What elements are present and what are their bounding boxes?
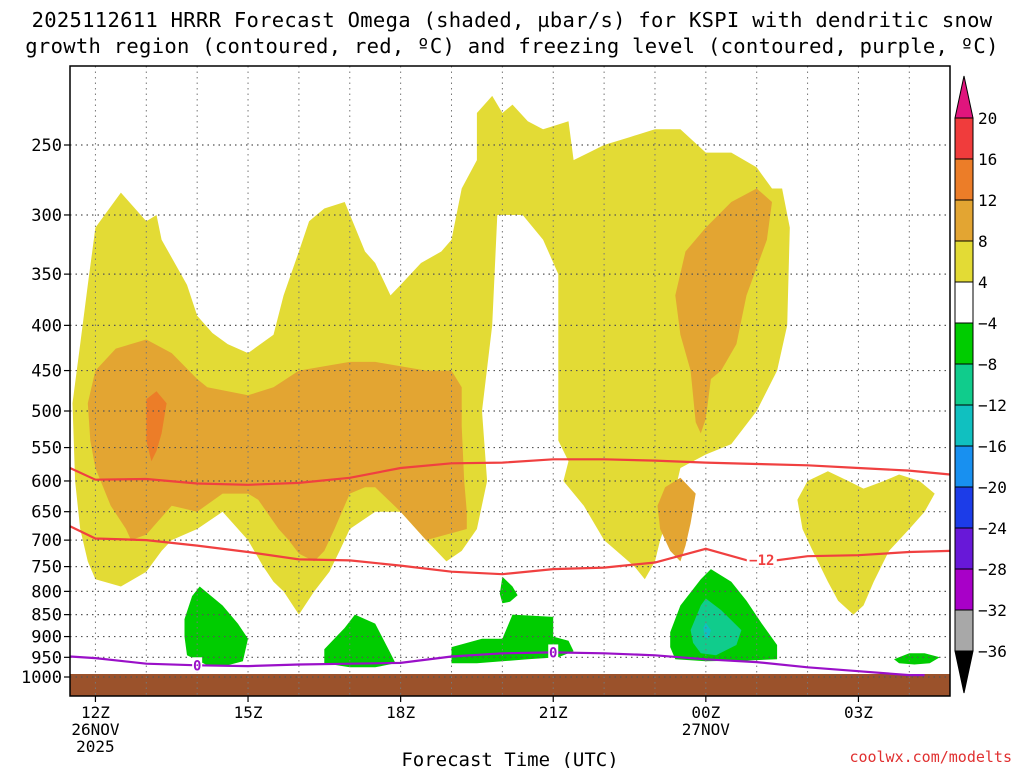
colorbar-swatch-6 <box>954 322 974 365</box>
y-tick-label-800: 800 <box>31 582 62 602</box>
freezing-contour-label-1: 0 <box>193 658 201 674</box>
x-tick-label: 03Z <box>844 703 873 722</box>
freezing-contour-label-2-bg <box>548 644 559 660</box>
y-tick-label-550: 550 <box>31 439 62 459</box>
colorbar-label: −4 <box>978 314 997 333</box>
colorbar-swatch-11 <box>954 527 974 570</box>
contour-layer: −12 0 0 <box>69 458 951 677</box>
colorbar-label: 8 <box>978 232 988 251</box>
y-tick-label-850: 850 <box>31 606 62 626</box>
colorbar-swatch-8 <box>954 404 974 447</box>
y-axis: 2503003504004505005506006507007508008509… <box>21 136 70 688</box>
colorbar-label: −32 <box>978 601 1007 620</box>
omega-shading-layer <box>72 95 940 668</box>
y-tick-label-350: 350 <box>31 265 62 285</box>
y-tick-label-700: 700 <box>31 531 62 551</box>
omega-region-3 <box>87 339 467 562</box>
omega-region-8 <box>324 614 396 668</box>
colorbar-label: −16 <box>978 437 1007 456</box>
colorbar-swatch-12 <box>954 568 974 611</box>
y-tick-label-900: 900 <box>31 628 62 648</box>
dgz-contour-label-bg <box>746 551 777 567</box>
x-tick-label: 18Z <box>386 703 415 722</box>
colorbar-swatch-7 <box>954 363 974 406</box>
omega-region-4 <box>675 188 772 434</box>
colorbar-swatch-5 <box>954 281 974 324</box>
omega-region-6 <box>146 391 167 462</box>
x-axis-title: Forecast Time (UTC) <box>401 749 618 768</box>
omega-region-13 <box>690 598 742 656</box>
y-tick-label-600: 600 <box>31 472 62 492</box>
colorbar-bottom-arrow <box>954 650 974 694</box>
colorbar-label: −28 <box>978 560 1007 579</box>
colorbar-label: −8 <box>978 355 997 374</box>
y-tick-label-250: 250 <box>31 136 62 156</box>
colorbar-swatch-2 <box>954 158 974 201</box>
colorbar-swatch-9 <box>954 445 974 488</box>
colorbar-top-arrow <box>954 75 974 119</box>
colorbar-label: 12 <box>978 191 997 210</box>
y-tick-label-950: 950 <box>31 648 62 668</box>
colorbar-label: −12 <box>978 396 1007 415</box>
plot-frame <box>69 65 951 697</box>
y-tick-label-300: 300 <box>31 206 62 226</box>
colorbar-swatch-10 <box>954 486 974 529</box>
credit-text: coolwx.com/modelts <box>849 748 1012 766</box>
x-tick-label: 12Z <box>81 703 110 722</box>
chart-title-line2: growth region (contoured, red, ºC) and f… <box>25 34 999 58</box>
freezing-contour-label-1-bg <box>192 657 203 673</box>
colorbar-label: 20 <box>978 109 997 128</box>
omega-region-10 <box>499 576 518 604</box>
x-tick-label: 2025 <box>76 737 115 756</box>
omega-region-9 <box>451 614 574 664</box>
colorbar-label: 4 <box>978 273 988 292</box>
x-tick-label: 26NOV <box>71 720 120 739</box>
colorbar-swatch-4 <box>954 240 974 283</box>
dgz-top-contour <box>69 458 951 486</box>
y-tick-label-500: 500 <box>31 402 62 422</box>
x-tick-label: 15Z <box>234 703 263 722</box>
dgz-bottom-contour <box>69 525 951 576</box>
gridlines <box>70 66 950 696</box>
dgz-contour-label: −12 <box>749 553 774 569</box>
ground-layer <box>70 674 950 696</box>
x-tick-label: 27NOV <box>682 720 731 739</box>
omega-region-14 <box>703 622 711 639</box>
colorbar-label: −36 <box>978 642 1007 661</box>
y-tick-label-650: 650 <box>31 503 62 523</box>
colorbar-swatch-13 <box>954 609 974 652</box>
colorbar-label: −20 <box>978 478 1007 497</box>
chart-title-line1: 2025112611 HRRR Forecast Omega (shaded, … <box>31 8 993 32</box>
freezing-contour-label-2: 0 <box>549 645 557 661</box>
y-tick-label-1000: 1000 <box>21 668 62 688</box>
omega-region-12 <box>894 653 940 665</box>
colorbar-swatch-3 <box>954 199 974 242</box>
x-tick-label: 00Z <box>691 703 720 722</box>
y-tick-label-450: 450 <box>31 362 62 382</box>
colorbar: 20 16 12 8 4 −4 −8 −12 −16 −20 −24 −28 −32 −36 <box>954 75 1007 694</box>
colorbar-label: 16 <box>978 150 997 169</box>
omega-region-7 <box>184 586 248 666</box>
y-tick-label-400: 400 <box>31 316 62 336</box>
colorbar-swatch-1 <box>954 117 974 160</box>
colorbar-label: −24 <box>978 519 1007 538</box>
y-tick-label-750: 750 <box>31 558 62 578</box>
x-tick-label: 21Z <box>539 703 568 722</box>
omega-region-2 <box>797 471 935 615</box>
